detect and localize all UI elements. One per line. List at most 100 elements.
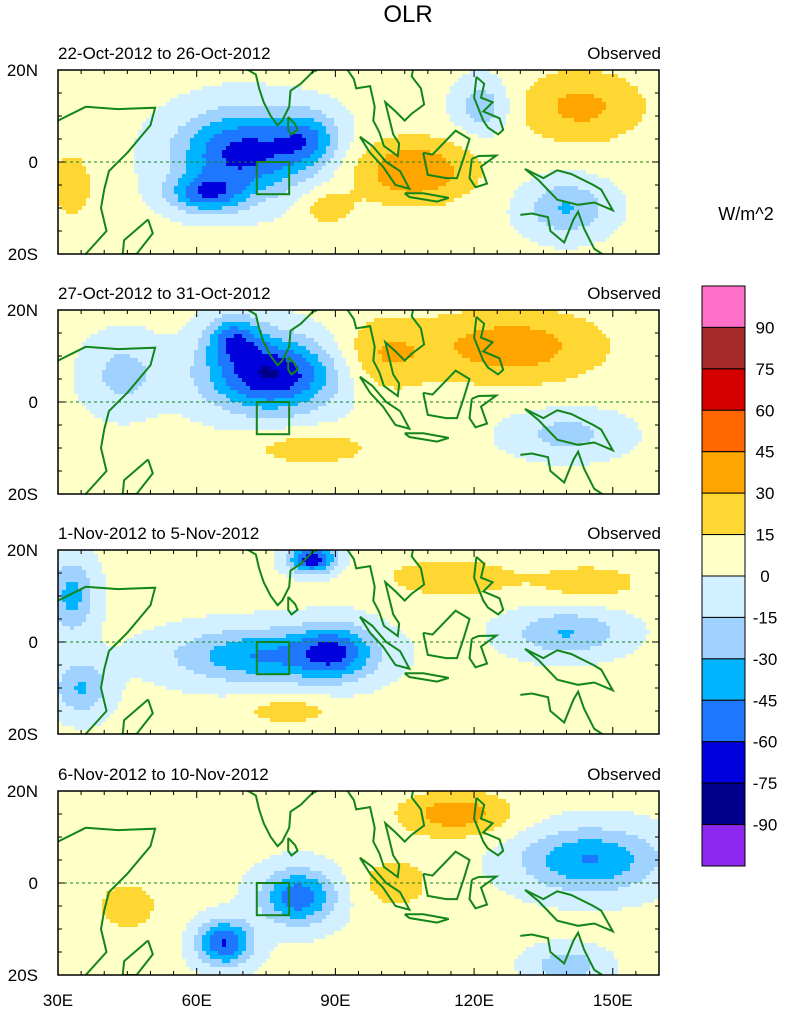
field-cell	[634, 126, 639, 131]
field-cell	[566, 94, 571, 99]
field-cell	[462, 82, 467, 87]
field-cell	[534, 166, 539, 171]
field-cell	[606, 114, 611, 119]
field-cell	[258, 82, 263, 87]
field-cell	[394, 82, 399, 87]
field-cell	[626, 166, 631, 171]
field-cell	[374, 166, 379, 171]
field-cell	[314, 114, 319, 119]
field-cell	[282, 126, 287, 131]
field-cell	[202, 106, 207, 111]
field-cell	[582, 154, 587, 159]
field-cell	[582, 146, 587, 151]
field-cell	[346, 142, 351, 147]
field-cell	[58, 74, 63, 79]
field-cell	[630, 186, 635, 191]
field-cell	[418, 110, 423, 115]
field-cell	[102, 154, 107, 159]
field-cell	[222, 94, 227, 99]
field-cell	[314, 154, 319, 159]
field-cell	[106, 186, 111, 191]
field-cell	[238, 198, 243, 203]
field-cell	[518, 98, 523, 103]
field-cell	[542, 102, 547, 107]
field-cell	[422, 178, 427, 183]
field-cell	[494, 94, 499, 99]
field-cell	[70, 158, 75, 163]
field-cell	[274, 82, 279, 87]
field-cell	[98, 170, 103, 175]
field-cell	[450, 154, 455, 159]
field-cell	[646, 194, 651, 199]
field-cell	[254, 194, 259, 199]
field-cell	[170, 106, 175, 111]
field-cell	[102, 118, 107, 123]
field-cell	[590, 70, 595, 75]
field-cell	[126, 70, 131, 75]
field-cell	[626, 190, 631, 195]
field-cell	[458, 146, 463, 151]
field-cell	[470, 198, 475, 203]
field-cell	[242, 142, 247, 147]
field-cell	[354, 130, 359, 135]
field-cell	[590, 190, 595, 195]
field-cell	[482, 114, 487, 119]
field-cell	[178, 70, 183, 75]
field-cell	[74, 174, 79, 179]
field-cell	[366, 178, 371, 183]
field-cell	[526, 182, 531, 187]
field-cell	[402, 130, 407, 135]
field-cell	[354, 154, 359, 159]
field-cell	[534, 162, 539, 167]
field-cell	[338, 186, 343, 191]
field-cell	[566, 106, 571, 111]
field-cell	[282, 70, 287, 75]
field-cell	[378, 178, 383, 183]
field-cell	[342, 78, 347, 83]
field-cell	[466, 78, 471, 83]
field-cell	[122, 182, 127, 187]
field-cell	[642, 74, 647, 79]
field-cell	[410, 182, 415, 187]
field-cell	[66, 86, 71, 91]
field-cell	[654, 126, 659, 131]
field-cell	[254, 90, 259, 95]
field-cell	[514, 162, 519, 167]
field-cell	[354, 74, 359, 79]
field-cell	[478, 114, 483, 119]
field-cell	[202, 126, 207, 131]
field-cell	[438, 182, 443, 187]
field-cell	[414, 134, 419, 139]
field-cell	[334, 70, 339, 75]
field-cell	[210, 194, 215, 199]
field-cell	[218, 194, 223, 199]
field-cell	[466, 114, 471, 119]
field-cell	[74, 94, 79, 99]
field-cell	[230, 70, 235, 75]
field-cell	[586, 146, 591, 151]
field-cell	[122, 150, 127, 155]
field-cell	[438, 94, 443, 99]
field-cell	[566, 70, 571, 75]
field-cell	[58, 202, 63, 207]
field-cell	[582, 78, 587, 83]
field-cell	[502, 98, 507, 103]
field-cell	[570, 138, 575, 143]
field-cell	[602, 74, 607, 79]
field-cell	[410, 106, 415, 111]
field-cell	[158, 114, 163, 119]
field-cell	[554, 122, 559, 127]
field-cell	[142, 82, 147, 87]
field-cell	[82, 98, 87, 103]
field-cell	[610, 74, 615, 79]
field-cell	[458, 82, 463, 87]
field-cell	[290, 74, 295, 79]
field-cell	[294, 158, 299, 163]
field-cell	[514, 78, 519, 83]
field-cell	[158, 106, 163, 111]
field-cell	[558, 194, 563, 199]
field-cell	[170, 102, 175, 107]
field-cell	[434, 122, 439, 127]
field-cell	[226, 98, 231, 103]
field-cell	[482, 178, 487, 183]
